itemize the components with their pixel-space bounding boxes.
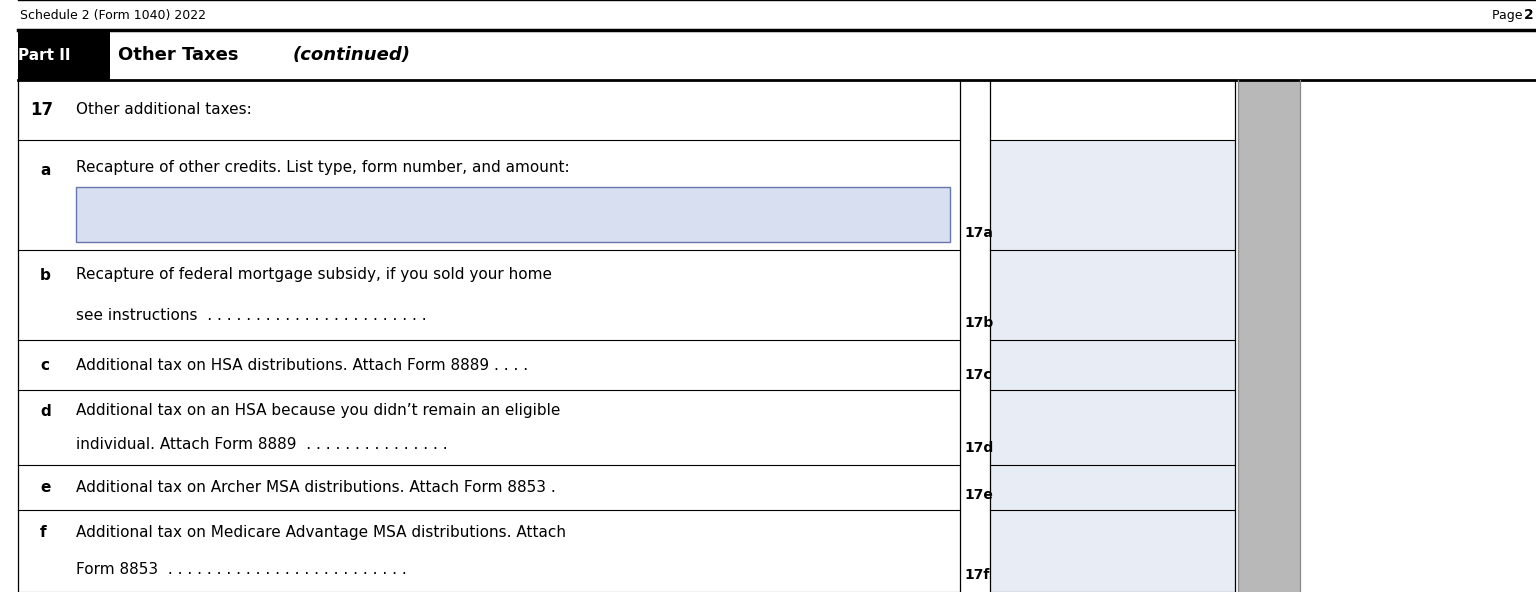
Text: d: d — [40, 404, 51, 419]
Text: Part II: Part II — [18, 47, 71, 63]
Text: 17d: 17d — [965, 441, 994, 455]
Text: Other additional taxes:: Other additional taxes: — [75, 102, 252, 117]
Text: (continued): (continued) — [293, 46, 412, 64]
Text: e: e — [40, 480, 51, 495]
Text: Additional tax on HSA distributions. Attach Form 8889 . . . .: Additional tax on HSA distributions. Att… — [75, 358, 528, 372]
Bar — [991, 140, 1235, 250]
Text: Page: Page — [1491, 8, 1525, 21]
Text: a: a — [40, 163, 51, 178]
Bar — [75, 187, 949, 242]
Text: Schedule 2 (Form 1040) 2022: Schedule 2 (Form 1040) 2022 — [20, 8, 206, 21]
Text: 17e: 17e — [965, 488, 992, 502]
Text: b: b — [40, 268, 51, 283]
Text: Other Taxes: Other Taxes — [118, 46, 244, 64]
Bar — [1238, 80, 1299, 592]
Text: Recapture of federal mortgage subsidy, if you sold your home: Recapture of federal mortgage subsidy, i… — [75, 267, 551, 282]
Text: Additional tax on Archer MSA distributions. Attach Form 8853 .: Additional tax on Archer MSA distributio… — [75, 480, 556, 495]
Text: f: f — [40, 526, 46, 540]
Bar — [991, 510, 1235, 592]
Text: 17c: 17c — [965, 368, 992, 382]
Text: c: c — [40, 358, 49, 372]
Bar — [18, 30, 111, 80]
Bar — [991, 390, 1235, 465]
Bar — [991, 465, 1235, 510]
Text: Additional tax on an HSA because you didn’t remain an eligible: Additional tax on an HSA because you did… — [75, 403, 561, 418]
Text: Additional tax on Medicare Advantage MSA distributions. Attach: Additional tax on Medicare Advantage MSA… — [75, 525, 565, 540]
Text: Form 8853  . . . . . . . . . . . . . . . . . . . . . . . . .: Form 8853 . . . . . . . . . . . . . . . … — [75, 562, 407, 577]
Text: Recapture of other credits. List type, form number, and amount:: Recapture of other credits. List type, f… — [75, 160, 570, 175]
Text: 2: 2 — [1524, 8, 1534, 22]
Text: see instructions  . . . . . . . . . . . . . . . . . . . . . . .: see instructions . . . . . . . . . . . .… — [75, 308, 427, 323]
Bar — [991, 340, 1235, 390]
Text: 17: 17 — [31, 101, 54, 119]
Text: 17a: 17a — [965, 226, 992, 240]
Text: 17b: 17b — [965, 316, 994, 330]
Text: individual. Attach Form 8889  . . . . . . . . . . . . . . .: individual. Attach Form 8889 . . . . . .… — [75, 437, 447, 452]
Bar — [991, 250, 1235, 340]
Text: 17f: 17f — [965, 568, 989, 582]
